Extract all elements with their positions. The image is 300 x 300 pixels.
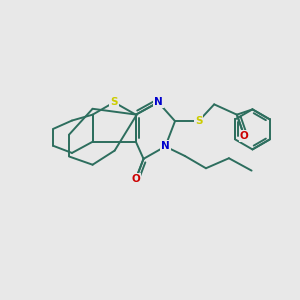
Text: N: N <box>161 142 170 152</box>
Text: N: N <box>154 97 163 107</box>
Text: S: S <box>195 116 202 126</box>
Text: O: O <box>240 131 249 141</box>
Text: S: S <box>110 97 118 107</box>
Text: O: O <box>131 174 140 184</box>
